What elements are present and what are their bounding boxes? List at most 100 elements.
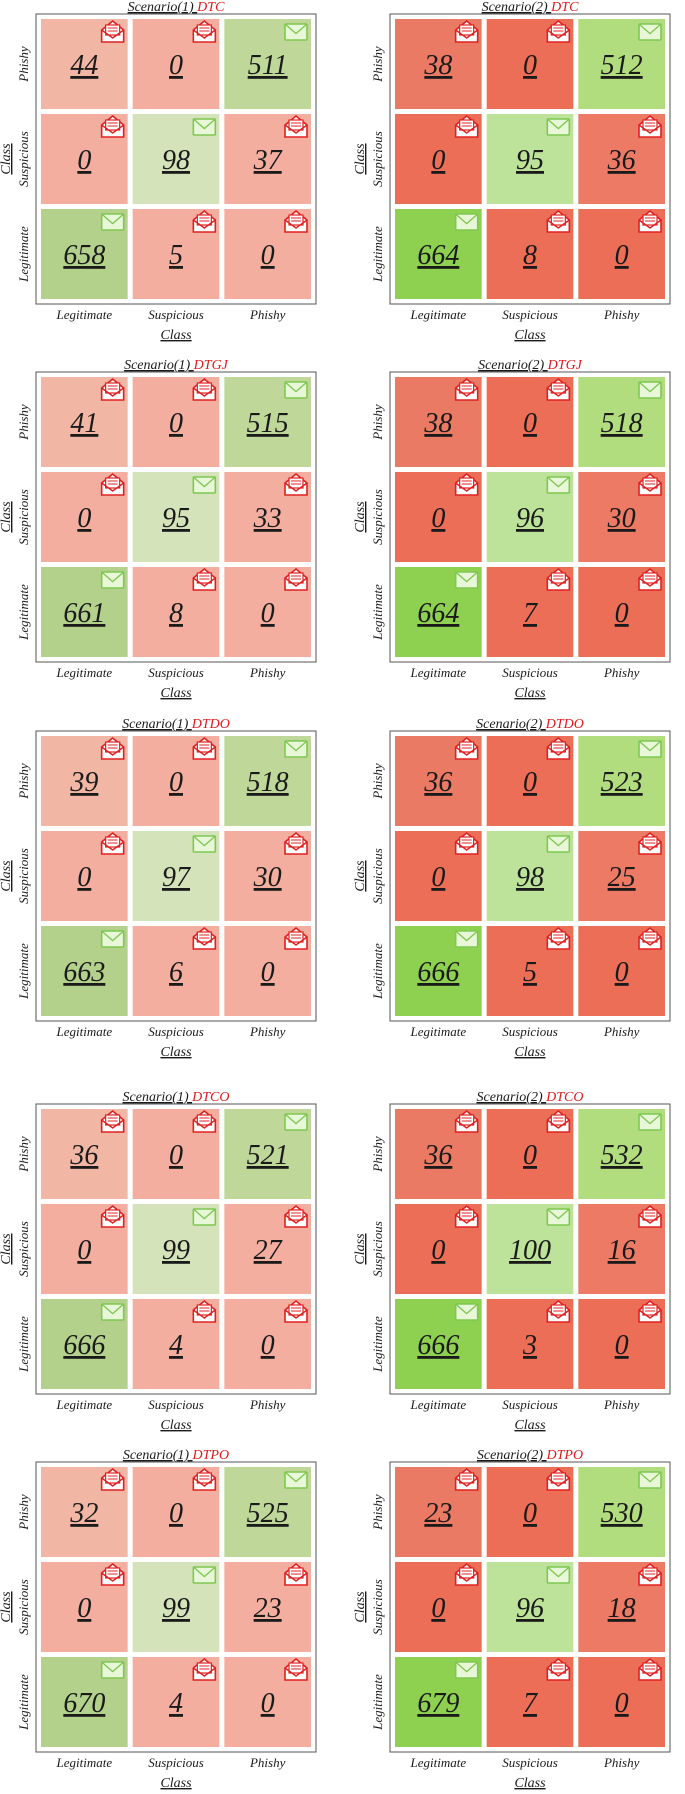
x-axis-label: Class <box>514 1418 546 1433</box>
cell-value: 98 <box>162 145 190 176</box>
y-axis-label: Class <box>353 1233 368 1265</box>
cell-value: 0 <box>169 1498 183 1529</box>
x-axis-label: Class <box>160 328 192 343</box>
cell-value: 663 <box>63 957 105 988</box>
envelope-flap <box>546 387 570 397</box>
letter-sheet <box>196 572 212 584</box>
envelope-flap <box>284 936 308 946</box>
envelope-flap <box>101 571 125 583</box>
cell-value: 0 <box>615 1330 629 1361</box>
letter-sheet <box>642 836 658 848</box>
envelope-flap <box>455 124 479 134</box>
envelope-flap <box>455 1661 479 1673</box>
x-tick-label: Legitimate <box>410 1397 467 1412</box>
x-tick-label: Legitimate <box>56 307 113 322</box>
cell-value: 0 <box>523 50 537 81</box>
envelope-flap <box>546 29 570 39</box>
envelope-flap <box>455 930 479 942</box>
cell-value: 5 <box>169 240 183 271</box>
letter-sheet <box>550 741 566 753</box>
x-tick-label: Phishy <box>603 307 640 322</box>
y-tick-label: Legitimate <box>370 584 385 641</box>
cell-value: 0 <box>169 1140 183 1171</box>
envelope-flap <box>192 1208 216 1220</box>
cell-value: 96 <box>516 1593 544 1624</box>
envelope-flap <box>192 1119 216 1129</box>
confusion-matrix-5: Scenario(1) DTDO 39 0 518 0 97 30 663 6 0 Phishy Su… <box>0 717 317 1060</box>
envelope-flap <box>455 1477 479 1487</box>
envelope-flap <box>455 387 479 397</box>
envelope-flap <box>546 936 570 946</box>
x-tick-label: Phishy <box>249 1024 286 1039</box>
cell-value: 0 <box>261 240 275 271</box>
envelope-flap <box>101 29 125 39</box>
cell-value: 0 <box>77 1593 91 1624</box>
cell-value: 0 <box>615 598 629 629</box>
envelope-flap <box>101 1477 125 1487</box>
cell-value: 0 <box>615 240 629 271</box>
cell-value: 523 <box>601 767 643 798</box>
cell-value: 0 <box>77 1235 91 1266</box>
letter-sheet <box>550 214 566 226</box>
envelope-flap <box>192 746 216 756</box>
x-tick-label: Suspicious <box>148 665 204 680</box>
title-prefix: Scenario(2) <box>477 1448 547 1463</box>
x-axis-label: Class <box>160 686 192 701</box>
letter-sheet <box>288 931 304 943</box>
y-tick-label: Suspicious <box>370 489 385 545</box>
y-tick-label: Phishy <box>370 404 385 441</box>
y-tick-label: Phishy <box>16 1136 31 1173</box>
envelope-flap <box>546 746 570 756</box>
envelope-flap <box>638 841 662 851</box>
letter-sheet <box>288 1567 304 1579</box>
envelope-flap <box>638 577 662 587</box>
cell-value: 30 <box>253 862 282 893</box>
envelope-flap <box>192 476 216 488</box>
y-axis-label: Class <box>353 501 368 533</box>
x-axis-label: Class <box>514 686 546 701</box>
letter-sheet <box>459 836 475 848</box>
title-model: DTPO <box>546 1448 584 1463</box>
cell-value: 0 <box>431 145 445 176</box>
confusion-matrix-2: Scenario(2) DTC 38 0 512 0 95 36 664 8 0 Phishy Sus… <box>353 0 671 343</box>
cell-value: 0 <box>523 767 537 798</box>
y-tick-label: Suspicious <box>370 1221 385 1277</box>
cell-value: 0 <box>523 1140 537 1171</box>
envelope-flap <box>192 219 216 229</box>
letter-sheet <box>196 931 212 943</box>
envelope-flap <box>546 118 570 130</box>
title-prefix: Scenario(2) <box>482 0 552 15</box>
title-model: DTGJ <box>547 358 583 373</box>
envelope-flap <box>455 1303 479 1315</box>
letter-sheet <box>459 1209 475 1221</box>
cell-value: 23 <box>424 1498 452 1529</box>
cell-value: 37 <box>253 145 283 176</box>
envelope-flap <box>284 1214 308 1224</box>
envelope-flap <box>638 1214 662 1224</box>
letter-sheet <box>550 1114 566 1126</box>
x-axis-label: Class <box>160 1418 192 1433</box>
envelope-flap <box>284 482 308 492</box>
letter-sheet <box>196 214 212 226</box>
x-tick-label: Phishy <box>249 1397 286 1412</box>
y-tick-label: Legitimate <box>370 1316 385 1373</box>
x-tick-label: Phishy <box>249 665 286 680</box>
envelope-flap <box>638 482 662 492</box>
letter-sheet <box>105 836 121 848</box>
cell-value: 36 <box>423 767 452 798</box>
cell-value: 0 <box>169 767 183 798</box>
x-tick-label: Suspicious <box>502 1755 558 1770</box>
cell-value: 6 <box>169 957 183 988</box>
envelope-flap <box>192 1566 216 1578</box>
x-axis-label: Class <box>160 1045 192 1060</box>
letter-sheet <box>105 1472 121 1484</box>
title-prefix: Scenario(2) <box>477 1090 547 1105</box>
envelope-flap <box>192 387 216 397</box>
letter-sheet <box>642 1662 658 1674</box>
letter-sheet <box>550 931 566 943</box>
envelope-flap <box>638 1471 662 1483</box>
letter-sheet <box>105 1209 121 1221</box>
letter-sheet <box>459 477 475 489</box>
cell-value: 0 <box>615 1688 629 1719</box>
